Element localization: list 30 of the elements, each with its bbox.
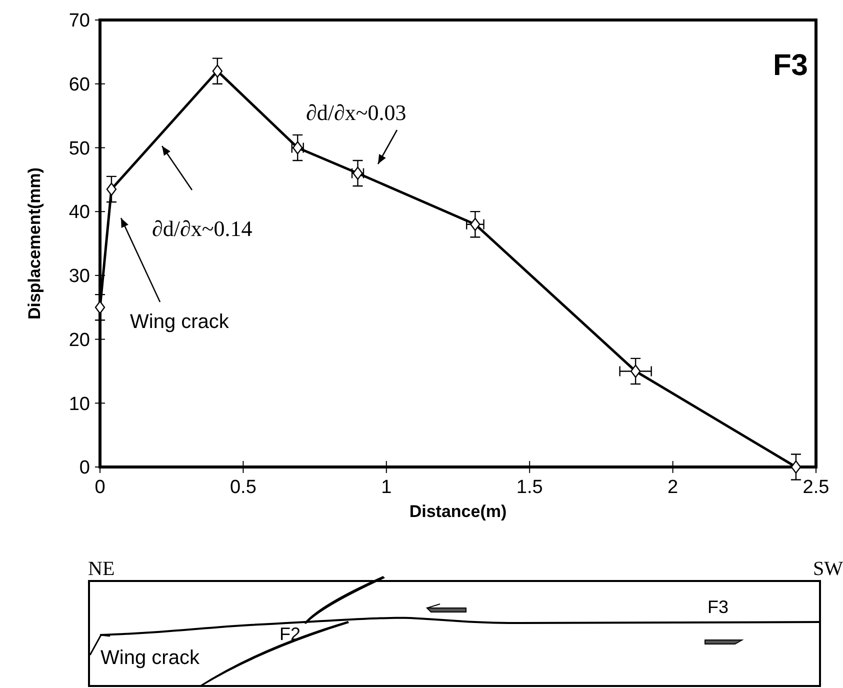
text: NE — [88, 558, 115, 580]
text: Wing crack — [100, 647, 200, 669]
y-axis-title: Displacement(mm) — [25, 167, 44, 320]
y-tick-label: 40 — [68, 202, 90, 224]
x-tick-label: 0 — [94, 477, 106, 498]
x-tick-label: 1 — [381, 477, 392, 498]
text: SW — [813, 558, 843, 580]
x-axis-title: Distance(m) — [409, 502, 507, 521]
point — [94, 300, 106, 314]
y-tick-label: 60 — [68, 74, 90, 96]
y-tick-label: 30 — [68, 266, 90, 288]
point — [790, 460, 802, 474]
x-tick-label: 0.5 — [230, 477, 256, 498]
text: F3 — [707, 597, 729, 617]
point — [630, 364, 641, 378]
y-tick-label: 10 — [68, 394, 90, 415]
point — [106, 182, 117, 196]
y-tick-label: 70 — [68, 10, 90, 32]
annotation: F3 — [772, 49, 808, 82]
y-tick-label: 50 — [68, 138, 90, 160]
annotation: ∂d/∂x~0.03 — [306, 100, 406, 125]
point — [470, 218, 480, 231]
annotation: Wing crack — [130, 311, 230, 333]
y-tick-label: 0 — [79, 458, 90, 479]
annotation: ∂d/∂x~0.14 — [152, 216, 252, 241]
x-tick-label: 2 — [668, 477, 678, 498]
x-tick-label: 2.5 — [802, 477, 830, 498]
y-tick-label: 20 — [68, 330, 90, 351]
x-tick-label: 1.5 — [516, 477, 543, 498]
point — [212, 64, 223, 78]
